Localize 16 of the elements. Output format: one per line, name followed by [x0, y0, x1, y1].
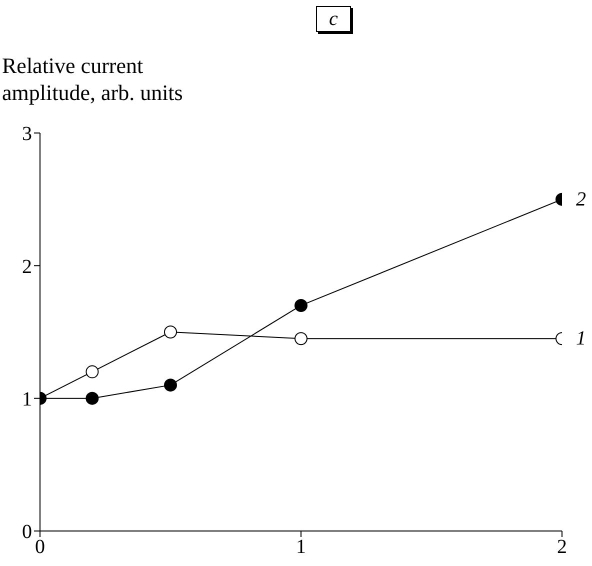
- series-label: 2: [576, 188, 586, 210]
- point: [86, 365, 99, 378]
- point: [164, 378, 177, 392]
- point: [86, 392, 99, 405]
- y-tick-label: 3: [22, 123, 32, 146]
- y-tick-label: 0: [22, 521, 32, 544]
- point: [294, 298, 308, 312]
- y-tick-label: 1: [22, 388, 32, 410]
- point: [294, 332, 308, 346]
- point: [164, 326, 177, 338]
- x-tick-label: 2: [557, 536, 567, 558]
- series-label: 1: [576, 328, 586, 350]
- y-axis-title: Relative current amplitude, arb. units: [2, 52, 183, 106]
- x-tick-label: 1: [296, 536, 306, 558]
- y-tick-label: 2: [22, 256, 32, 278]
- chart-title: c: [316, 6, 351, 32]
